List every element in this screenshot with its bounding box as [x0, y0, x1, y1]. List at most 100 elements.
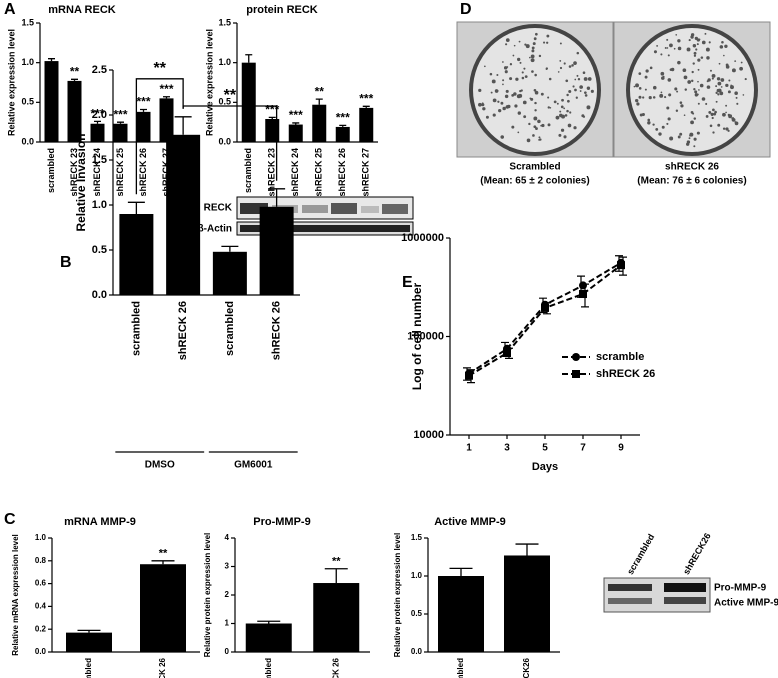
colony: [549, 107, 552, 109]
colony: [575, 96, 578, 99]
colony: [502, 83, 504, 86]
colony: [638, 87, 642, 90]
colony: [694, 90, 698, 94]
colony: [708, 41, 711, 44]
colony: [566, 93, 569, 97]
colony: [661, 125, 665, 129]
significance: ***: [136, 95, 150, 109]
colony: [683, 114, 686, 117]
colony: [584, 94, 588, 97]
y-tick-label: 0.0: [35, 647, 47, 656]
colony: [566, 109, 569, 113]
error-bar: [245, 54, 253, 63]
y-tick-label: 100000: [407, 330, 444, 342]
colony: [541, 123, 545, 128]
colony: [700, 56, 704, 59]
colony: [511, 125, 515, 129]
colony: [715, 91, 718, 94]
colony: [513, 44, 516, 47]
colony: [696, 131, 700, 135]
colony: [515, 77, 519, 81]
chart-title: Active MMP-9: [434, 516, 506, 528]
colony: [676, 90, 679, 93]
colony: [531, 49, 535, 53]
y-axis-label: Relative protein expression level: [393, 533, 402, 658]
error-bar: [339, 124, 347, 127]
colony: [523, 115, 527, 119]
colony: [534, 109, 537, 112]
colony: [705, 115, 709, 118]
colony: [568, 90, 572, 94]
colony: [528, 122, 531, 126]
colony: [511, 93, 515, 97]
colony: [545, 67, 549, 70]
group-label: DMSO: [145, 460, 175, 471]
colony: [712, 131, 715, 134]
colony: [543, 41, 546, 44]
colony: [686, 142, 690, 146]
colony: [711, 116, 714, 120]
colony: [715, 85, 718, 88]
y-tick-label: 0.5: [92, 244, 107, 256]
colony: [538, 54, 542, 58]
chart-title: protein RECK: [246, 4, 318, 16]
colony: [533, 37, 537, 41]
colony: [719, 91, 724, 96]
x-tick-label: scrambled: [84, 658, 93, 678]
colony: [734, 91, 738, 95]
colony: [568, 65, 572, 68]
y-tick-label: 1: [225, 619, 230, 628]
colony: [496, 73, 499, 77]
colony: [701, 97, 706, 101]
colony: [505, 43, 508, 46]
x-axis-label: Days: [532, 461, 558, 473]
colony: [679, 132, 683, 136]
colony: [662, 75, 665, 78]
y-tick-label: 1.0: [92, 199, 107, 211]
y-tick-label: 0.5: [21, 97, 34, 107]
colony: [660, 71, 665, 76]
colony: [722, 127, 726, 130]
error-bar: [221, 245, 239, 252]
colony: [563, 107, 566, 110]
colony: [539, 138, 542, 141]
colony: [717, 88, 722, 93]
colony: [714, 110, 717, 114]
colony: [725, 83, 729, 88]
colony: [563, 62, 566, 65]
bar: [67, 80, 82, 142]
colony: [666, 122, 669, 125]
x-tick-label: scrambled: [456, 658, 465, 678]
colony: [647, 118, 651, 122]
y-tick-label: 2.0: [92, 109, 107, 121]
colony: [744, 78, 747, 81]
significance: ***: [265, 103, 279, 117]
colony: [586, 86, 591, 90]
y-tick-label: 0.0: [411, 647, 423, 656]
y-tick-label: 0.8: [35, 556, 47, 565]
colony: [693, 137, 697, 141]
colony: [711, 73, 716, 78]
bar: [245, 623, 292, 652]
colony: [727, 90, 731, 94]
colony: [693, 117, 697, 120]
colony: [693, 51, 697, 55]
x-tick-label: 3: [504, 443, 510, 454]
colony: [721, 40, 724, 44]
legend-label: scramble: [596, 351, 644, 363]
colony: [683, 75, 688, 80]
blot-label: RECK: [204, 203, 233, 214]
error-bar: [163, 96, 170, 99]
bar: [335, 126, 350, 142]
y-tick-label: 3: [225, 562, 230, 571]
chart-title: mRNA MMP-9: [64, 516, 136, 528]
colony: [692, 62, 695, 65]
colony: [484, 65, 486, 68]
colony: [535, 32, 538, 36]
colony: [717, 93, 720, 96]
x-tick-label: scrambled: [46, 148, 56, 193]
colony: [517, 111, 521, 115]
colony: [533, 125, 537, 129]
error-bar: [94, 120, 101, 124]
colony: [535, 127, 538, 130]
